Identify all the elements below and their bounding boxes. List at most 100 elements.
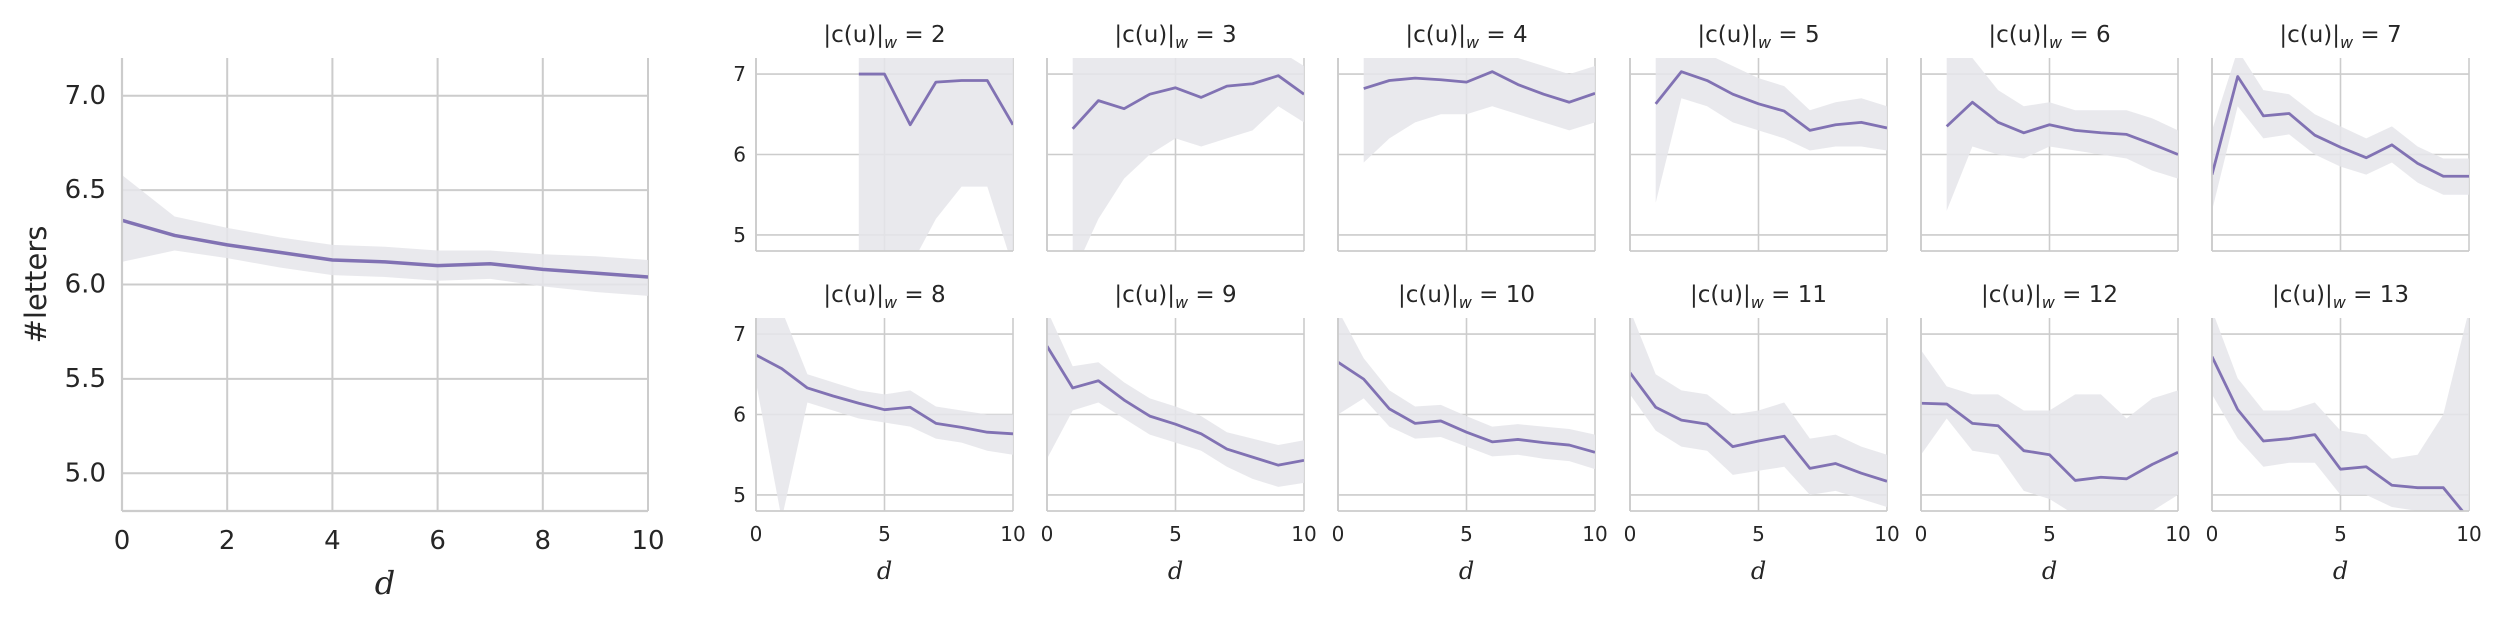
x-tick-label: 4	[324, 526, 341, 556]
subplot-title-lhs: |c(u)|	[1398, 282, 1459, 308]
subplot-title-rhs: = 11	[1764, 282, 1827, 308]
y-tick-label: 7	[733, 62, 746, 86]
confidence-band	[858, 58, 1013, 251]
series-line	[858, 72, 1013, 127]
subplot-panel: 0 5 10 |c(u)|w = 9 d	[1041, 282, 1317, 585]
subplot-title-lhs: |c(u)|	[2279, 22, 2340, 48]
x-axis-label: d	[1168, 557, 1183, 585]
subplot-title-rhs: = 5	[1771, 22, 1820, 48]
y-tick-label: 6	[733, 403, 746, 427]
subplot-title-sub: w	[2042, 293, 2056, 312]
subplot-title-sub: w	[884, 293, 898, 312]
subplot-title-lhs: |c(u)|	[1981, 282, 2042, 308]
subplot-title-sub: w	[1175, 33, 1189, 52]
x-tick-label: 5	[1460, 522, 1473, 546]
subplot-title: |c(u)|w = 8	[823, 282, 945, 312]
subplot-title: |c(u)|w = 13	[2272, 282, 2409, 312]
subplot-title-sub: w	[2049, 33, 2063, 52]
x-tick-label: 0	[1041, 522, 1054, 546]
subplot-title: |c(u)|w = 5	[1697, 22, 1819, 52]
y-tick-label: 7	[733, 322, 746, 346]
x-axis-label: d	[1459, 557, 1474, 585]
x-tick-label: 0	[1332, 522, 1345, 546]
confidence-band	[2212, 318, 2469, 511]
subplot-title-sub: w	[1466, 33, 1480, 52]
subplot-title-rhs: = 10	[1472, 282, 1535, 308]
subplot-title-rhs: = 4	[1479, 22, 1528, 48]
subplot-title-lhs: |c(u)|	[1697, 22, 1758, 48]
series-line	[122, 218, 648, 279]
subplot-title-sub: w	[1459, 293, 1473, 312]
confidence-band	[1655, 58, 1887, 203]
x-tick-label: 0	[1624, 522, 1637, 546]
subplot-title: |c(u)|w = 7	[2279, 22, 2401, 52]
series-line	[1921, 401, 2178, 482]
subplot-title-lhs: |c(u)|	[823, 282, 884, 308]
y-tick-label: 5	[733, 223, 746, 247]
y-tick-label: 6	[733, 143, 746, 167]
subplot-title: |c(u)|w = 3	[1114, 22, 1236, 52]
subplot-title-lhs: |c(u)|	[1988, 22, 2049, 48]
subplot-title-rhs: = 12	[2055, 282, 2118, 308]
y-axis-label: #letters	[19, 226, 53, 344]
small-multiples: 567|c(u)|w = 2 |c(u)|w = 3 |c(u)|w = 4 |c(u…	[733, 22, 2481, 585]
confidence-band	[1072, 58, 1304, 251]
series-line	[1047, 345, 1304, 467]
x-tick-label: 5	[1169, 522, 1182, 546]
subplot-title: |c(u)|w = 10	[1398, 282, 1535, 312]
y-tick-label: 7.0	[65, 81, 106, 111]
x-tick-label: 0	[114, 526, 131, 556]
confidence-band	[2212, 58, 2469, 211]
series-line	[1630, 371, 1887, 483]
subplot-title-lhs: |c(u)|	[1690, 282, 1751, 308]
x-tick-label: 6	[429, 526, 446, 556]
subplot-title-rhs: = 2	[897, 22, 946, 48]
subplot-title-rhs: = 6	[2062, 22, 2111, 48]
subplot-title-lhs: |c(u)|	[2272, 282, 2333, 308]
subplot-title: |c(u)|w = 12	[1981, 282, 2118, 312]
x-tick-label: 10	[2165, 522, 2190, 546]
x-tick-label: 5	[878, 522, 891, 546]
subplot-panel: |c(u)|w = 3	[1046, 22, 1305, 252]
y-tick-label: 5.5	[65, 364, 106, 394]
subplot-title-sub: w	[2333, 293, 2347, 312]
subplot-title-rhs: = 8	[897, 282, 946, 308]
subplot-title-sub: w	[1758, 33, 1772, 52]
subplot-title-rhs: = 9	[1188, 282, 1237, 308]
subplot-title: |c(u)|w = 11	[1690, 282, 1827, 312]
subplot-panel: 0 5 10 |c(u)|w = 11 d	[1624, 282, 1900, 585]
confidence-band	[756, 318, 1013, 511]
x-axis-label: d	[1751, 557, 1766, 585]
series-line	[1945, 100, 2178, 156]
subplot-panel: |c(u)|w = 4	[1337, 22, 1596, 252]
subplot-title-lhs: |c(u)|	[823, 22, 884, 48]
x-tick-label: 0	[1915, 522, 1928, 546]
confidence-band	[1630, 318, 1887, 507]
subplot-panel: |c(u)|w = 6	[1920, 22, 2179, 252]
subplot-title-lhs: |c(u)|	[1405, 22, 1466, 48]
series-line	[1654, 70, 1887, 132]
subplot-title-rhs: = 3	[1188, 22, 1237, 48]
x-axis-label: d	[2333, 557, 2348, 585]
x-tick-label: 10	[631, 526, 664, 556]
subplot-title-rhs: = 13	[2346, 282, 2409, 308]
series-line	[1338, 361, 1595, 454]
subplot-panel: 0 5 10 |c(u)|w = 10 d	[1332, 282, 1608, 585]
confidence-band	[122, 175, 648, 296]
x-tick-label: 2	[219, 526, 236, 556]
subplot-title: |c(u)|w = 9	[1114, 282, 1236, 312]
series-line	[1363, 70, 1595, 104]
subplot-title: |c(u)|w = 2	[823, 22, 945, 52]
subplot-title: |c(u)|w = 4	[1405, 22, 1527, 52]
x-tick-label: 10	[2456, 522, 2481, 546]
subplot-title-sub: w	[1175, 293, 1189, 312]
x-axis-label: d	[375, 564, 395, 602]
main-chart: 0 2 4 6 8 10 5.0 5.5 6.0 6.5 7.0 d #letters	[19, 58, 665, 602]
subplot-title-lhs: |c(u)|	[1114, 22, 1175, 48]
x-axis-label: d	[2042, 557, 2057, 585]
x-tick-label: 0	[750, 522, 763, 546]
subplot-title-sub: w	[1751, 293, 1765, 312]
subplot-title-lhs: |c(u)|	[1114, 282, 1175, 308]
